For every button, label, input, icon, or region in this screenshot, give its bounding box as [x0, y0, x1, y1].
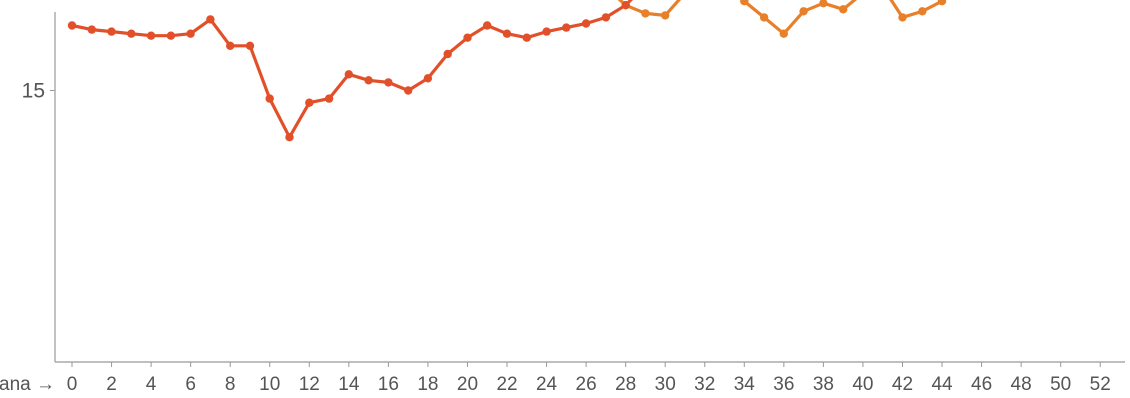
- data-point: [364, 76, 373, 85]
- data-point: [166, 31, 176, 40]
- data-point: [483, 21, 492, 30]
- data-point: [542, 27, 551, 36]
- x-tick-label: 40: [852, 374, 873, 395]
- data-point: [423, 74, 433, 83]
- data-point: [226, 41, 235, 50]
- data-point: [127, 29, 136, 38]
- x-tick-label: 38: [813, 374, 834, 395]
- data-point: [265, 94, 274, 103]
- data-point: [305, 98, 314, 107]
- x-tick-label: 20: [457, 374, 478, 395]
- x-tick-label: 16: [378, 374, 399, 395]
- data-point: [898, 13, 907, 22]
- x-tick-label: 30: [655, 374, 676, 395]
- series-line: [617, 0, 946, 36]
- data-point: [404, 86, 413, 95]
- x-tick-label: 4: [146, 374, 157, 395]
- data-point: [146, 31, 156, 40]
- x-tick-label: 36: [773, 374, 794, 395]
- y-axis: 152025: [22, 0, 56, 362]
- data-point: [819, 0, 828, 8]
- series-line: [70, 0, 633, 139]
- data-point: [245, 41, 255, 50]
- data-point: [384, 78, 393, 87]
- data-point: [937, 0, 947, 6]
- data-point: [601, 13, 611, 22]
- x-tick-label: 2: [106, 374, 117, 395]
- data-point: [87, 25, 97, 34]
- x-tick-label: 22: [496, 374, 517, 395]
- x-tick-label: 52: [1090, 374, 1111, 395]
- data-point: [502, 29, 512, 38]
- data-point: [107, 27, 116, 36]
- x-tick-label: 28: [615, 374, 636, 395]
- data-point: [799, 7, 808, 16]
- data-point: [285, 133, 294, 142]
- data-point: [839, 5, 848, 14]
- x-tick-label: 12: [299, 374, 320, 395]
- x-ticks: 0 2 4 6 8 10 12 14 16 18 20 22 24 26 28 30 32 34 36 38 40 42 4…: [67, 362, 1111, 395]
- data-point: [779, 29, 788, 38]
- data-point: [443, 49, 452, 59]
- x-tick-label: 8: [225, 374, 236, 395]
- data-point: [621, 1, 630, 10]
- x-tick-label: 26: [576, 374, 597, 395]
- x-tick-label: 14: [338, 374, 360, 395]
- x-tick-label: 44: [931, 374, 953, 395]
- y-ticks: 152025: [22, 0, 55, 103]
- data-point: [206, 15, 215, 24]
- y-tick-label: 20: [22, 0, 45, 1]
- x-axis: 0 2 4 6 8 10 12 14 16 18 20 22 24 26 28 30 32 34 36 38 40 42 4…: [0, 361, 1125, 395]
- data-point: [463, 33, 472, 42]
- data-point: [67, 21, 77, 30]
- x-tick-label: 24: [536, 374, 558, 395]
- x-tick-label: 34: [734, 374, 756, 395]
- x-tick-label: 46: [971, 374, 992, 395]
- data-point: [186, 29, 195, 38]
- data-point: [581, 19, 591, 28]
- data-point: [344, 70, 353, 79]
- x-tick-label: 10: [259, 374, 280, 395]
- data-point: [522, 33, 531, 42]
- x-tick-label: 42: [892, 374, 913, 395]
- data-point: [562, 23, 571, 32]
- data-point: [324, 94, 334, 103]
- x-axis-label: ana →: [0, 374, 55, 395]
- x-tick-label: 0: [67, 374, 78, 395]
- data-point: [740, 0, 749, 6]
- x-tick-label: 6: [185, 374, 196, 395]
- series-layer: [67, 0, 947, 142]
- data-point: [759, 13, 769, 22]
- x-tick-label: 18: [417, 374, 438, 395]
- series-3: [67, 0, 633, 142]
- x-tick-label: 50: [1050, 374, 1071, 395]
- data-point: [641, 9, 650, 18]
- data-point: [661, 11, 670, 20]
- data-point: [918, 7, 927, 16]
- y-tick-label: 15: [22, 80, 45, 103]
- x-tick-label: 32: [694, 374, 715, 395]
- x-tick-label: 48: [1011, 374, 1032, 395]
